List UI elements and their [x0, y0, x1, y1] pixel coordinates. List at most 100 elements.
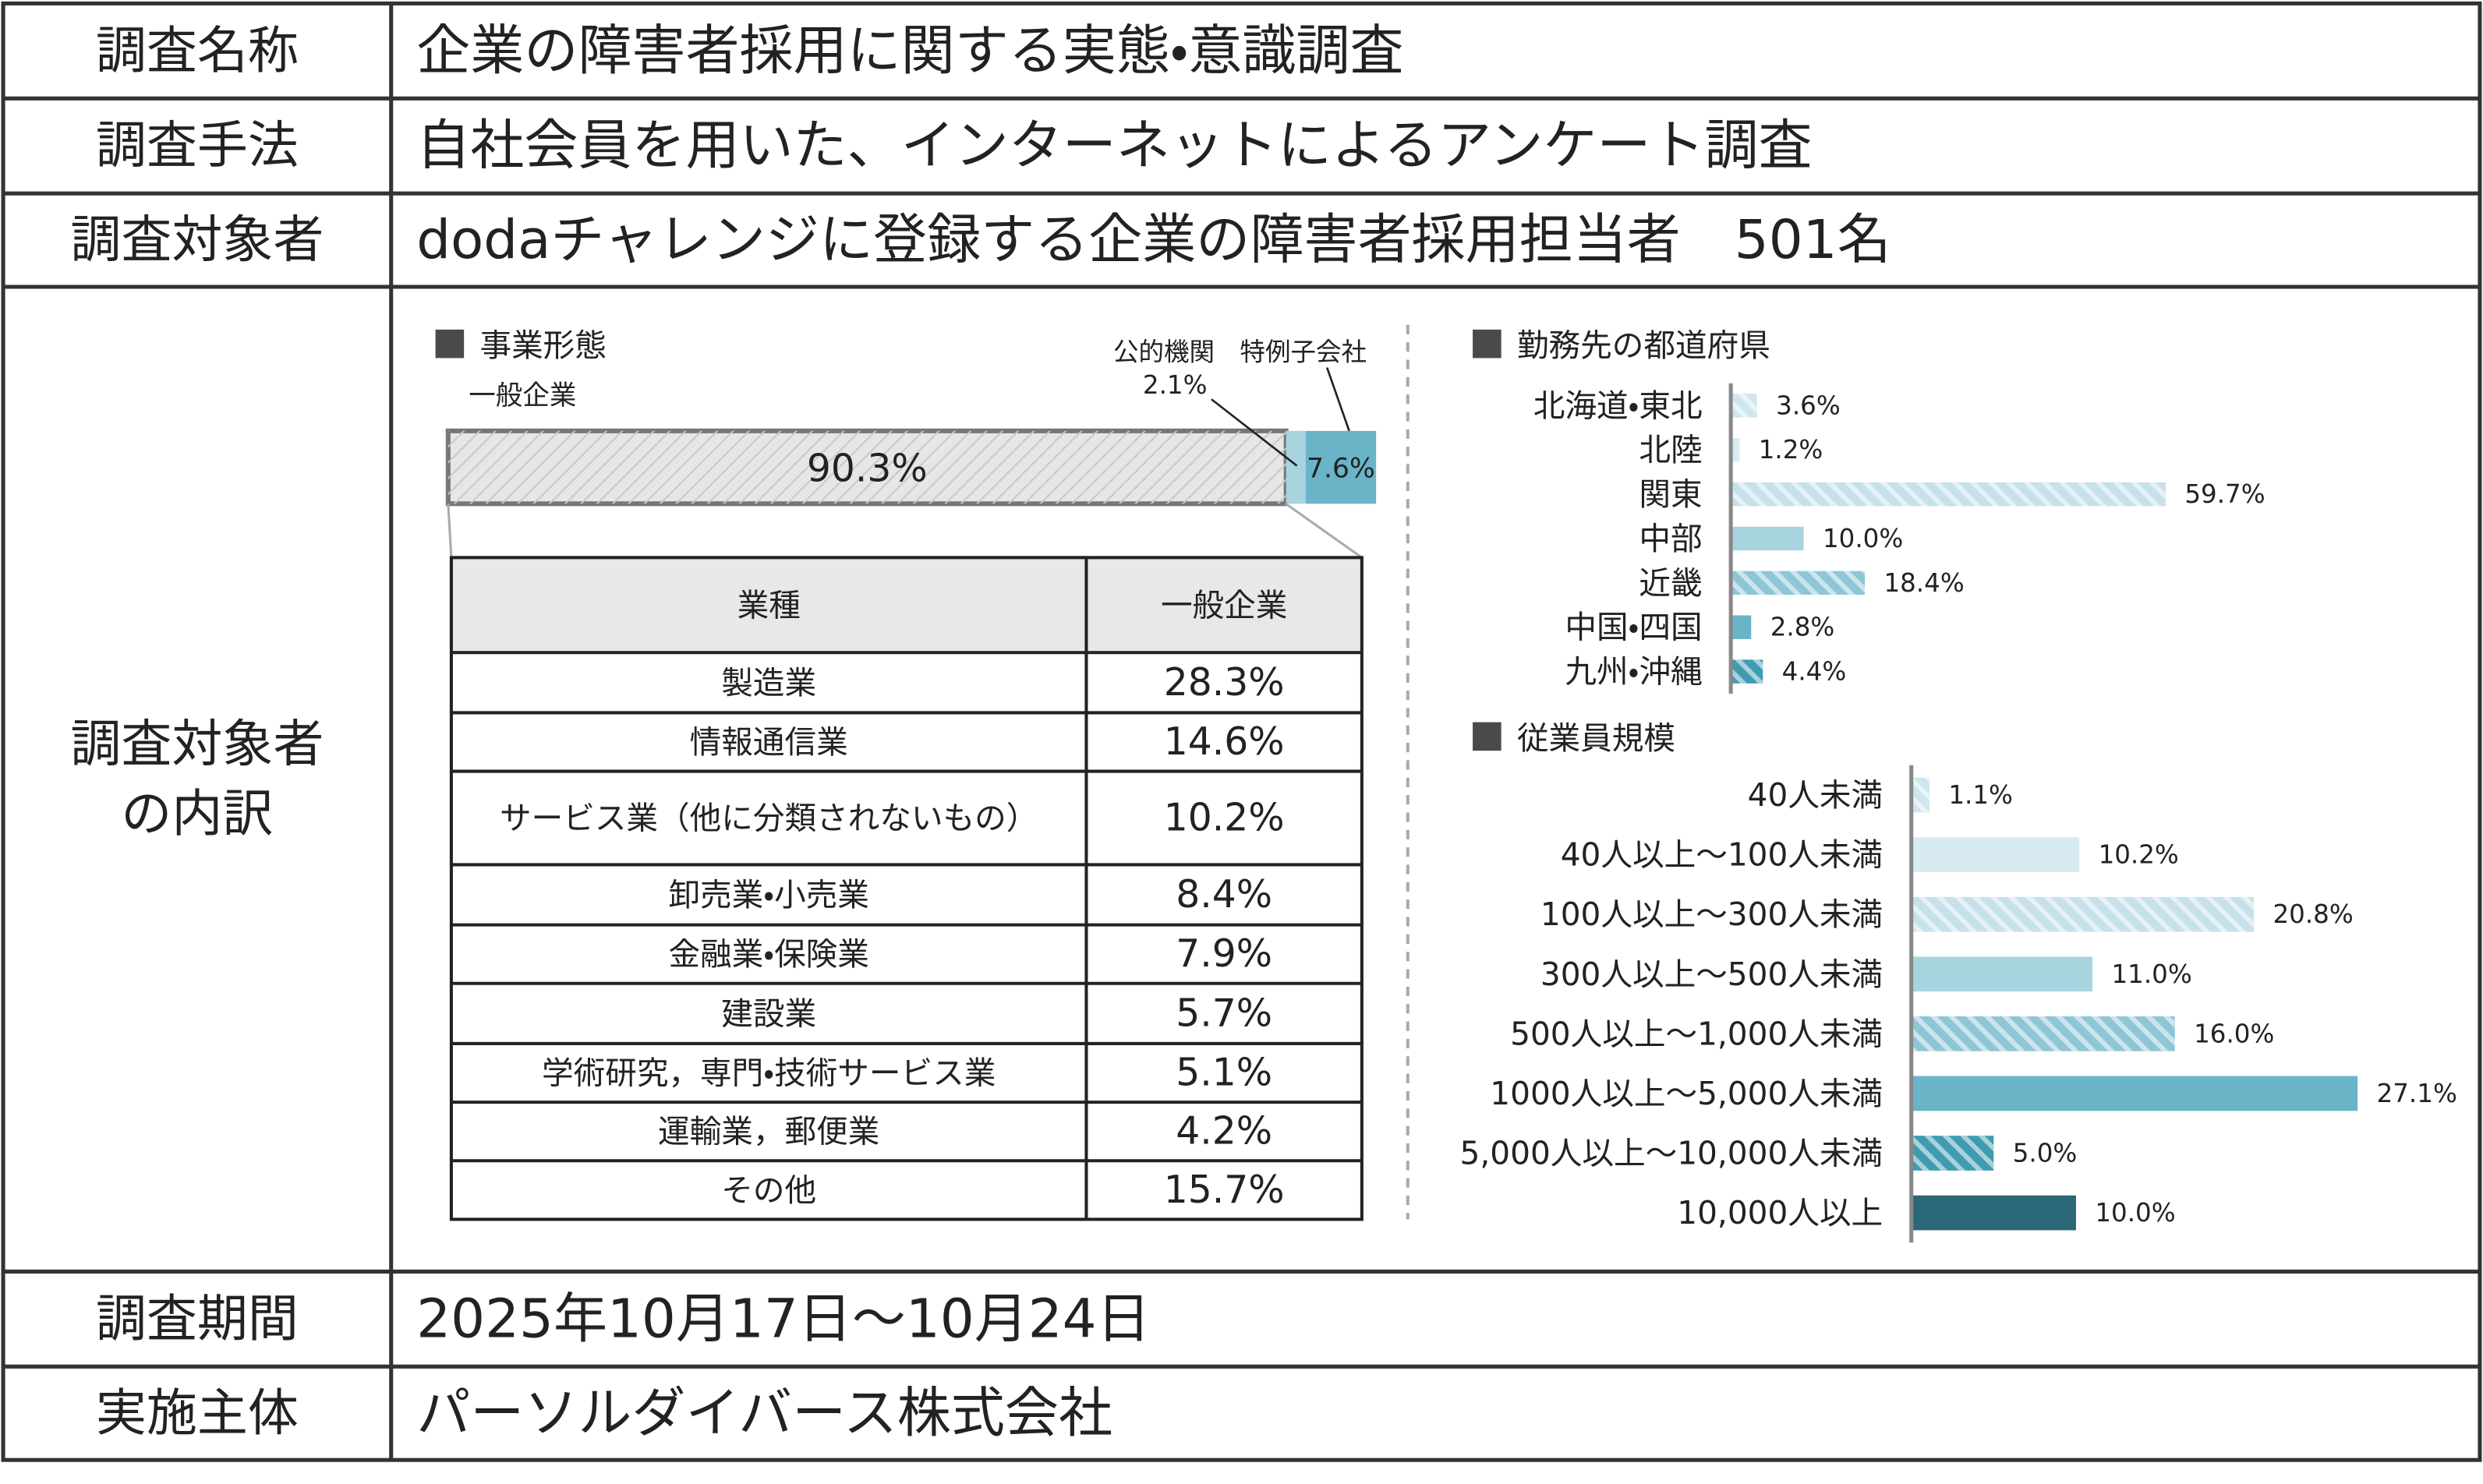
chart-title: 事業形態 [479, 327, 606, 364]
category-label: 10,000人以上 [1677, 1194, 1883, 1231]
category-label: 1000人以上～5,000人未満 [1490, 1075, 1883, 1112]
row-value: dodaチャレンジに登録する企業の障害者採用担当者 501名 [416, 209, 1891, 271]
value-label: 1.2% [1759, 435, 1823, 465]
bar-segment [1286, 430, 1306, 504]
label-column [3, 3, 391, 1461]
leader-line [1325, 367, 1350, 432]
value-label: 1.1% [1948, 780, 2013, 810]
industry-name: サービス業（他に分類されないもの） [500, 800, 1038, 837]
industry-share: 14.6% [1164, 720, 1285, 764]
category-label: 40人未満 [1748, 776, 1883, 814]
row-label: 調査期間 [96, 1290, 299, 1348]
industry-name: 情報通信業 [690, 723, 848, 761]
table-header: 一般企業 [1161, 586, 1287, 624]
category-label: 九州・沖縄 [1565, 653, 1702, 691]
bar-hatch [1731, 482, 2166, 507]
row-value: パーソルダイバース株式会社 [416, 1382, 1112, 1444]
value-label: 3.6% [1776, 390, 1841, 420]
bar-hatch [1731, 571, 1866, 595]
value-label: 27.1% [2377, 1079, 2457, 1108]
industry-share: 5.7% [1176, 991, 1272, 1035]
industry-name: その他 [721, 1171, 816, 1209]
zoom-line [447, 504, 453, 558]
category-label: 500人以上～1,000人未満 [1510, 1015, 1883, 1052]
chart-title: 従業員規模 [1517, 719, 1675, 757]
industry-share: 28.3% [1164, 661, 1285, 705]
category-label: 40人以上～100人未満 [1561, 836, 1883, 874]
bar [1731, 526, 1804, 551]
series-name: 公的機関 [1113, 337, 1215, 366]
value-label: 2.8% [1770, 613, 1835, 642]
row-label: 実施主体 [96, 1384, 299, 1443]
bar [1911, 1076, 2358, 1111]
value-label: 4.4% [1782, 657, 1847, 687]
zoom-line [1285, 503, 1363, 559]
value-label: 59.7% [2184, 479, 2265, 509]
category-label: 関東 [1639, 475, 1702, 513]
row-label: 調査手法 [96, 117, 299, 175]
row-value: 企業の障害者採用に関する実態・意識調査 [416, 19, 1403, 82]
industry-name: 運輸業，郵便業 [658, 1113, 879, 1150]
bar-hatch [1911, 1016, 2175, 1051]
industry-name: 金融業・保険業 [668, 935, 868, 973]
series-name: 特例子会社 [1240, 337, 1367, 366]
industry-table-border [449, 556, 1364, 1221]
category-label: 中部 [1639, 520, 1702, 557]
chart-title: 勤務先の都道府県 [1517, 327, 1770, 364]
value-label: 5.0% [2013, 1139, 2078, 1168]
industry-share: 4.2% [1176, 1110, 1272, 1154]
row-label: の内訳 [121, 785, 273, 843]
bar-segment [1305, 430, 1377, 504]
bar-texture [447, 430, 1286, 504]
bar-hatch [1731, 659, 1763, 684]
industry-name: 学術研究，専門・技術サービス業 [542, 1055, 996, 1092]
value-label: 20.8% [2273, 899, 2353, 929]
industry-share: 8.4% [1176, 873, 1272, 917]
title-marker [1473, 329, 1501, 359]
category-label: 5,000人以上～10,000人未満 [1460, 1135, 1883, 1172]
row-value: 2025年10月17日～10月24日 [416, 1288, 1150, 1350]
category-label: 100人以上～300人未満 [1540, 896, 1883, 933]
series-name: 一般企業 [469, 380, 576, 412]
row-value: 自社会員を用いた、インターネットによるアンケート調査 [416, 115, 1812, 177]
category-label: 北海道・東北 [1533, 387, 1703, 424]
bar [1731, 615, 1752, 639]
bar-hatch [1911, 1136, 1994, 1171]
category-label: 300人以上～500人未満 [1540, 956, 1883, 993]
industry-share: 7.9% [1176, 932, 1272, 976]
industry-name: 製造業 [721, 664, 816, 701]
value-label: 10.0% [2095, 1198, 2175, 1228]
leader-line [1211, 398, 1298, 467]
value-label: 18.4% [1883, 568, 1964, 598]
row-label: 調査名称 [96, 22, 299, 80]
bar-hatch [1911, 777, 1929, 813]
industry-share: 5.1% [1176, 1051, 1272, 1095]
bar [1911, 956, 2093, 992]
bar [1731, 438, 1740, 462]
category-label: 北陸 [1639, 431, 1702, 468]
bar-hatch [1911, 896, 2255, 932]
industry-share: 15.7% [1164, 1168, 1285, 1212]
bar [1911, 1195, 2076, 1231]
title-marker [1473, 722, 1501, 751]
title-marker [435, 329, 465, 359]
bar [1911, 837, 2080, 872]
row-label: 調査対象者 [70, 211, 324, 270]
table-header: 業種 [737, 586, 801, 624]
value-label: 16.0% [2194, 1019, 2274, 1048]
industry-name: 卸売業・小売業 [668, 876, 868, 913]
value-label: 2.1% [1143, 370, 1208, 400]
industry-name: 建設業 [721, 995, 816, 1032]
value-label: 90.3% [807, 447, 928, 491]
value-label: 10.0% [1823, 524, 1903, 553]
value-label: 11.0% [2111, 959, 2191, 989]
industry-share: 10.2% [1164, 797, 1285, 840]
row-label: 調査対象者 [70, 716, 324, 774]
bar-hatch [1731, 394, 1757, 418]
category-label: 中国・四国 [1565, 609, 1702, 646]
category-label: 近畿 [1639, 564, 1702, 602]
table-header-bg [451, 557, 1362, 653]
